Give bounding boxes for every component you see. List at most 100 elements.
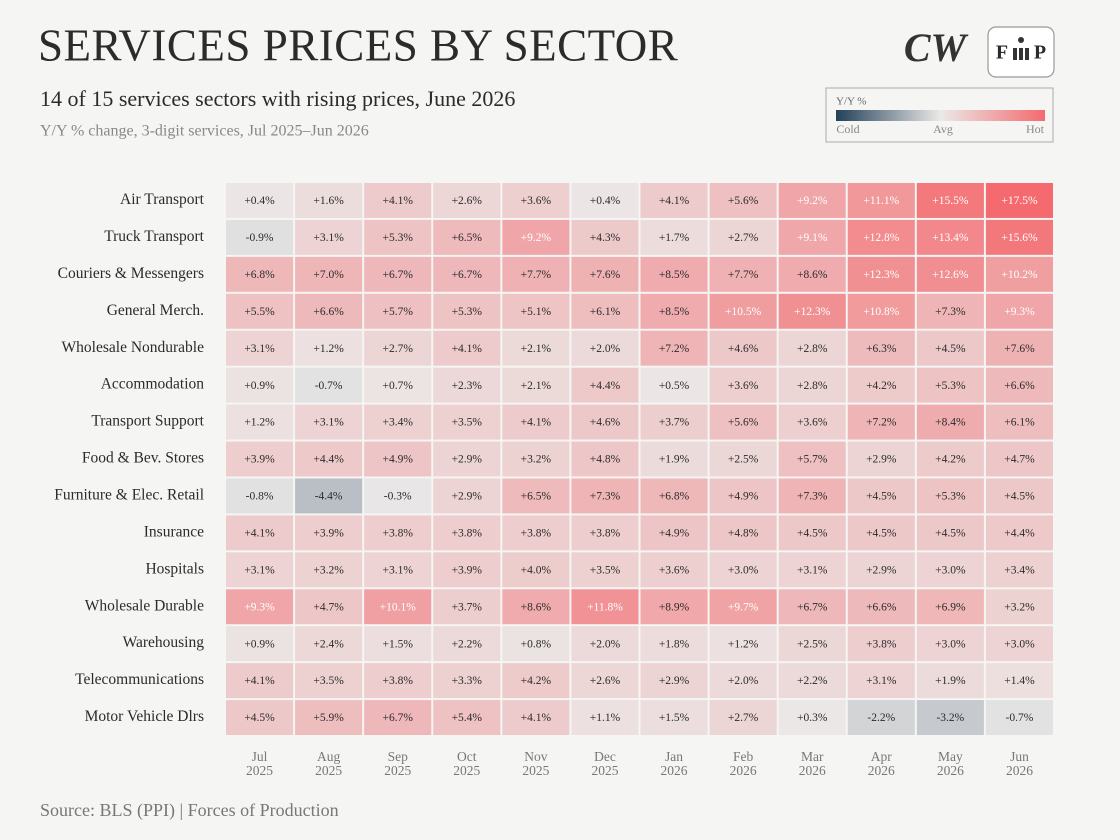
- heatmap-cell: [847, 367, 915, 403]
- cell-label: +4.2%: [866, 380, 897, 392]
- brand-logo: F: [996, 42, 1008, 64]
- cell-label: +3.6%: [797, 417, 828, 429]
- cell-label: +2.1%: [521, 343, 552, 355]
- cell-label: +2.1%: [521, 380, 552, 392]
- heatmap-cell: [364, 293, 432, 329]
- cell-label: +3.2%: [313, 564, 344, 576]
- cell-label: -0.9%: [246, 232, 274, 244]
- heatmap-cell: [778, 219, 846, 255]
- cell-label: +8.5%: [659, 306, 690, 318]
- heatmap-cell: [295, 626, 363, 662]
- heatmap-cell: [364, 626, 432, 662]
- heatmap-cell: [571, 367, 639, 403]
- heatmap-cell: [226, 330, 294, 366]
- heatmap-cell: [295, 330, 363, 366]
- cell-label: +8.5%: [659, 269, 690, 281]
- heatmap-cell: [985, 219, 1053, 255]
- cell-label: -2.2%: [867, 712, 895, 724]
- cell-label: +4.7%: [1004, 454, 1035, 466]
- cell-label: +1.4%: [1004, 675, 1035, 687]
- cell-label: +3.6%: [659, 564, 690, 576]
- legend-label: Hot: [1026, 122, 1045, 136]
- cell-label: +2.9%: [866, 564, 897, 576]
- cell-label: +4.4%: [1004, 528, 1035, 540]
- heatmap-cell: [640, 589, 708, 625]
- heatmap-cell: [433, 441, 501, 477]
- heatmap-cell: [778, 663, 846, 699]
- cell-label: +10.8%: [863, 306, 900, 318]
- heatmap-cell: [226, 293, 294, 329]
- cell-label: +4.5%: [1004, 491, 1035, 503]
- cell-label: +3.8%: [866, 638, 897, 650]
- heatmap-cell: [502, 552, 570, 588]
- heatmap-cell: [226, 404, 294, 440]
- cell-label: +1.9%: [935, 675, 966, 687]
- heatmap-cell: [985, 404, 1053, 440]
- heatmap-cell: [847, 219, 915, 255]
- heatmap-cell: [502, 219, 570, 255]
- cell-label: +6.3%: [866, 343, 897, 355]
- heatmap-cell: [502, 367, 570, 403]
- cell-label: +6.7%: [797, 601, 828, 613]
- heatmap-cell: [847, 256, 915, 292]
- cell-label: +6.9%: [935, 601, 966, 613]
- heatmap-cell: [778, 700, 846, 735]
- cell-label: +5.4%: [452, 712, 483, 724]
- heatmap-cell: [364, 663, 432, 699]
- heatmap-cell: [640, 330, 708, 366]
- heatmap-cell: [295, 367, 363, 403]
- cell-label: +2.8%: [797, 380, 828, 392]
- legend-title: Y/Y %: [836, 96, 866, 108]
- cell-label: +2.2%: [452, 638, 483, 650]
- heatmap-cell: [778, 330, 846, 366]
- cell-label: +4.5%: [797, 528, 828, 540]
- heatmap-cell: [571, 663, 639, 699]
- cell-label: +7.0%: [313, 269, 344, 281]
- cell-label: +12.3%: [863, 269, 900, 281]
- cell-label: +2.5%: [728, 454, 759, 466]
- heatmap-cell: [985, 626, 1053, 662]
- heatmap-cell: [295, 183, 363, 218]
- heatmap-cell: [433, 663, 501, 699]
- cell-label: +3.0%: [935, 638, 966, 650]
- row-label: Transport Support: [91, 413, 204, 430]
- cell-label: +9.2%: [797, 195, 828, 207]
- cell-label: +7.3%: [935, 306, 966, 318]
- heatmap-cell: [778, 515, 846, 551]
- heatmap-cell: [433, 478, 501, 514]
- heatmap-cell: [295, 256, 363, 292]
- legend-label: Avg: [933, 122, 953, 136]
- cell-label: +4.5%: [935, 343, 966, 355]
- cell-label: +9.1%: [797, 232, 828, 244]
- heatmap-cell: [847, 700, 915, 735]
- heatmap-cell: [640, 293, 708, 329]
- cell-label: +4.8%: [728, 528, 759, 540]
- cell-label: +0.3%: [797, 712, 828, 724]
- heatmap-cell: [640, 552, 708, 588]
- cell-label: +3.9%: [452, 564, 483, 576]
- cell-label: +0.4%: [590, 195, 621, 207]
- chart-subtitle: 14 of 15 services sectors with rising pr…: [40, 86, 515, 111]
- cell-label: +3.1%: [244, 564, 275, 576]
- heatmap-cell: [709, 219, 777, 255]
- cell-label: +4.4%: [590, 380, 621, 392]
- heatmap-cell: [709, 478, 777, 514]
- heatmap-cell: [295, 552, 363, 588]
- heatmap-cell: [433, 367, 501, 403]
- x-tick-label: Sep 2025: [384, 749, 411, 778]
- cell-label: +9.3%: [244, 601, 275, 613]
- cell-label: +3.9%: [244, 454, 275, 466]
- cell-label: -0.7%: [1006, 712, 1034, 724]
- cell-label: +3.1%: [244, 343, 275, 355]
- cell-label: +4.5%: [866, 491, 897, 503]
- cell-label: +1.8%: [659, 638, 690, 650]
- heatmap-cell: [364, 589, 432, 625]
- heatmap-cell: [364, 367, 432, 403]
- cell-label: +1.2%: [313, 343, 344, 355]
- cell-label: +11.8%: [587, 601, 623, 613]
- cell-label: +7.6%: [1004, 343, 1035, 355]
- cell-label: +4.1%: [659, 195, 690, 207]
- heatmap-cell: [226, 663, 294, 699]
- chart-title: SERVICES PRICES BY SECTOR: [38, 20, 678, 70]
- heatmap-cell: [778, 478, 846, 514]
